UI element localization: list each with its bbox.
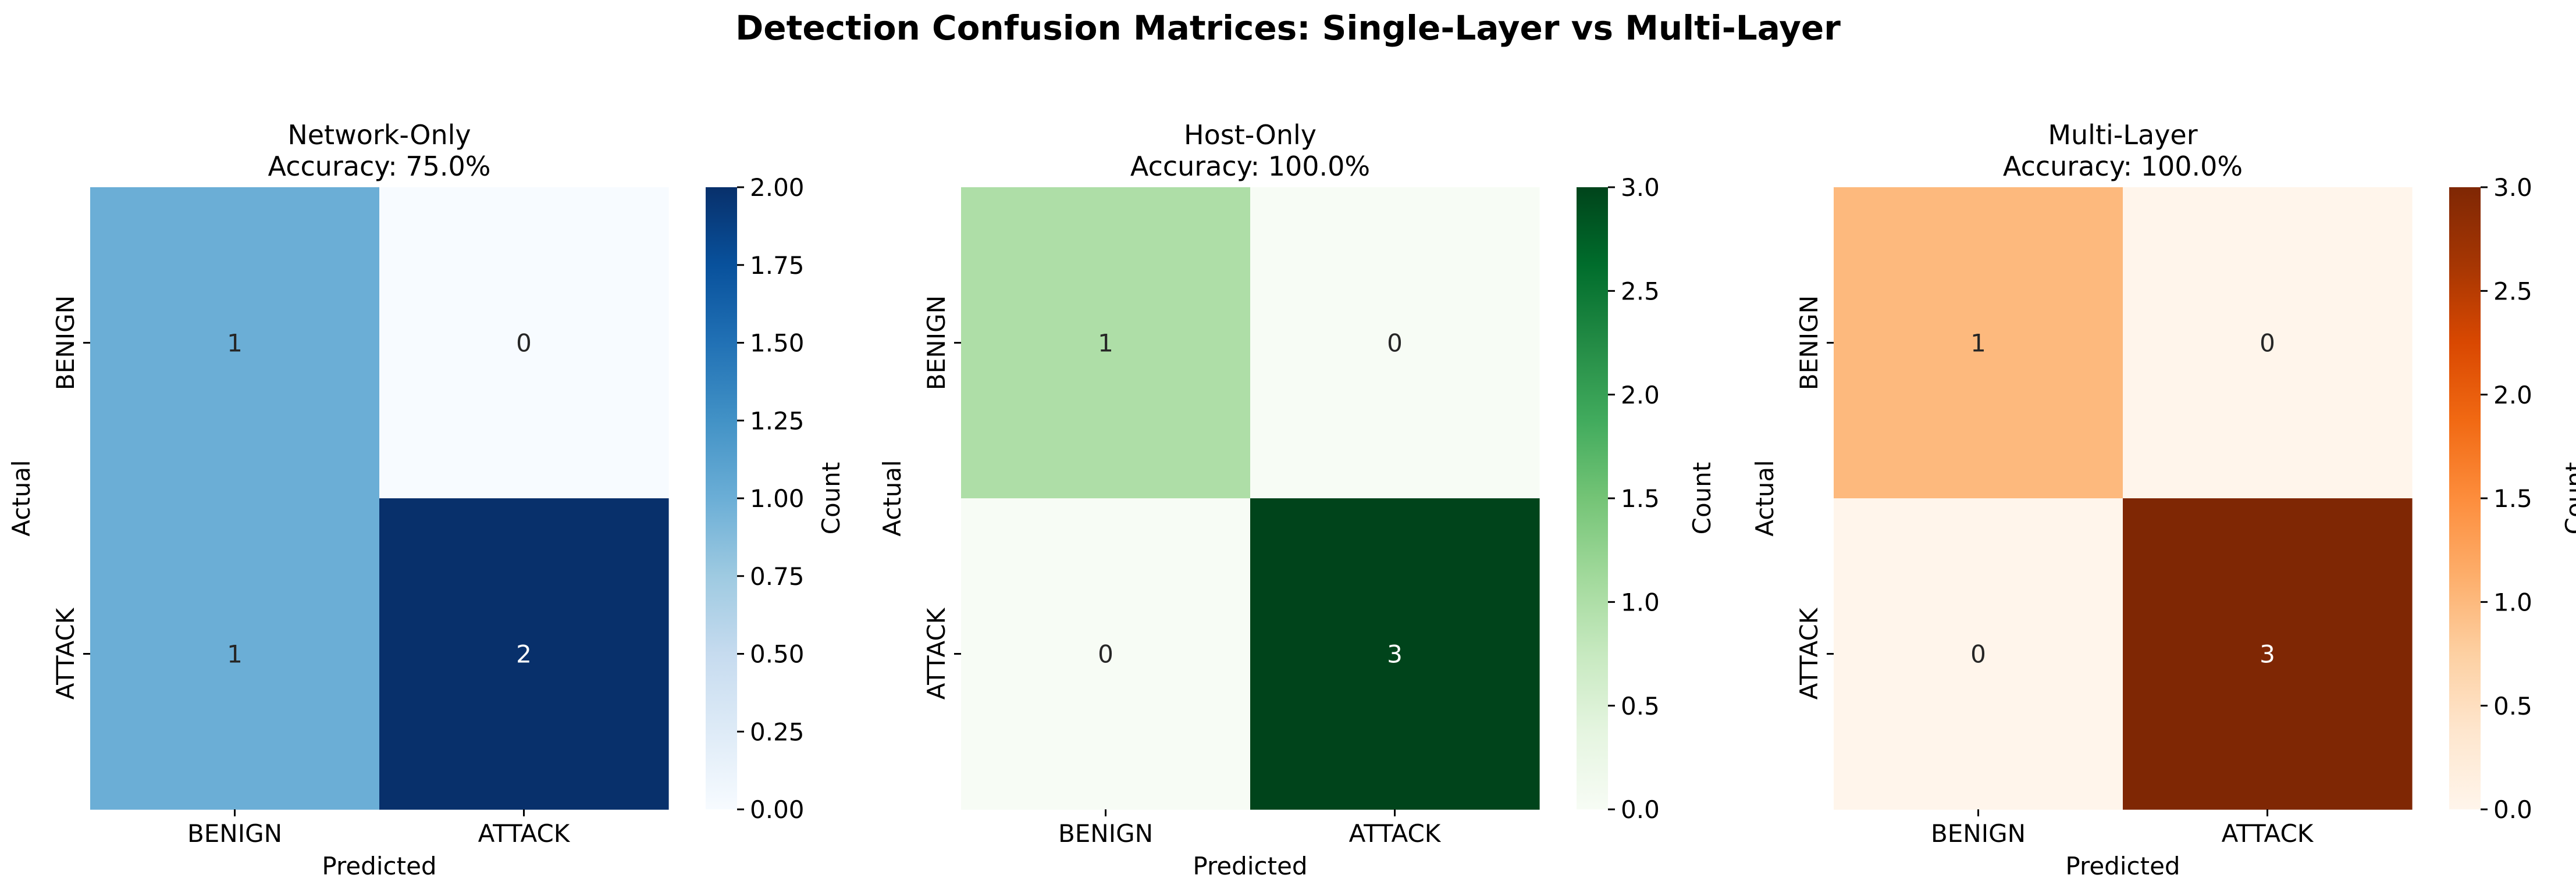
cell-value-label: 0 xyxy=(1970,640,1986,669)
heatmap-cell-benign-attack xyxy=(2123,187,2413,499)
colorbar-tick-label: 3.0 xyxy=(1621,173,1660,202)
colorbar-tick-label: 1.5 xyxy=(2493,484,2532,513)
heatmap-cell-benign-benign xyxy=(1834,187,2123,499)
panel-subtitle: Accuracy: 100.0% xyxy=(1130,151,1370,182)
colorbar-tick-label: 1.25 xyxy=(750,406,805,435)
colorbar-tick-label: 1.75 xyxy=(750,251,805,280)
heatmap-cell-benign-benign xyxy=(961,187,1251,499)
colorbar-tick-label: 2.0 xyxy=(1621,381,1660,409)
colorbar-tick-label: 0.0 xyxy=(1621,795,1660,824)
cell-value-label: 0 xyxy=(516,329,532,358)
cell-value-label: 1 xyxy=(227,329,243,358)
y-axis-label: Actual xyxy=(1750,460,1779,537)
cell-value-label: 1 xyxy=(1970,329,1986,358)
heatmap-cell-attack-benign xyxy=(1834,498,2123,810)
colorbar-tick-label: 2.5 xyxy=(2493,277,2532,305)
colorbar-label: Count xyxy=(2560,462,2576,535)
cell-value-label: 0 xyxy=(1098,640,1113,669)
panel-title: Multi-Layer xyxy=(2048,119,2197,151)
y-tick-label: ATTACK xyxy=(1795,607,1823,699)
x-axis-label: Predicted xyxy=(322,852,436,880)
y-axis-label: Actual xyxy=(878,460,906,537)
colorbar-tick-label: 1.50 xyxy=(750,329,805,358)
colorbar-tick-label: 0.5 xyxy=(1621,692,1660,720)
y-tick-label: BENIGN xyxy=(1795,295,1823,390)
x-axis-label: Predicted xyxy=(1193,852,1307,880)
x-tick-label: ATTACK xyxy=(2222,819,2314,848)
x-axis-label: Predicted xyxy=(2065,852,2180,880)
heatmap-cell-attack-benign xyxy=(961,498,1251,810)
heatmap-cell-attack-attack xyxy=(2123,498,2413,810)
y-tick-label: BENIGN xyxy=(51,295,80,390)
colorbar-tick-label: 0.0 xyxy=(2493,795,2532,824)
heatmap-cell-benign-benign xyxy=(90,187,380,499)
colorbar-tick-label: 0.25 xyxy=(750,717,805,746)
y-tick-label: BENIGN xyxy=(922,295,951,390)
colorbar-tick-label: 2.0 xyxy=(2493,381,2532,409)
colorbar-tick-label: 0.75 xyxy=(750,562,805,591)
x-tick-label: ATTACK xyxy=(1349,819,1442,848)
figure-title: Detection Confusion Matrices: Single-Lay… xyxy=(735,8,1841,48)
cell-value-label: 1 xyxy=(227,640,243,669)
colorbar-tick-label: 2.00 xyxy=(750,173,805,202)
x-tick-label: BENIGN xyxy=(187,819,282,848)
colorbar-tick-label: 0.5 xyxy=(2493,692,2532,720)
panel-title: Host-Only xyxy=(1184,119,1317,151)
cell-value-label: 0 xyxy=(1387,329,1403,358)
cell-value-label: 2 xyxy=(516,640,532,669)
colorbar-label: Count xyxy=(817,462,845,535)
cell-value-label: 3 xyxy=(2260,640,2275,669)
panel-title: Network-Only xyxy=(287,119,471,151)
colorbar-tick-label: 0.00 xyxy=(750,795,805,824)
heatmap-cell-attack-attack xyxy=(379,498,669,810)
heatmap-cell-benign-attack xyxy=(1250,187,1540,499)
colorbar xyxy=(1577,187,1608,809)
heatmap-cell-attack-benign xyxy=(90,498,380,810)
colorbar xyxy=(706,187,737,809)
cell-value-label: 0 xyxy=(2260,329,2275,358)
heatmap-cell-attack-attack xyxy=(1250,498,1540,810)
colorbar xyxy=(2449,187,2481,809)
cell-value-label: 3 xyxy=(1387,640,1403,669)
panel-subtitle: Accuracy: 100.0% xyxy=(2003,151,2243,182)
y-tick-label: ATTACK xyxy=(51,607,80,699)
panel-subtitle: Accuracy: 75.0% xyxy=(268,151,491,182)
colorbar-tick-label: 2.5 xyxy=(1621,277,1660,305)
colorbar-tick-label: 1.0 xyxy=(2493,588,2532,616)
heatmap-cell-benign-attack xyxy=(379,187,669,499)
y-tick-label: ATTACK xyxy=(922,607,951,699)
colorbar-tick-label: 1.00 xyxy=(750,484,805,513)
colorbar-tick-label: 3.0 xyxy=(2493,173,2532,202)
cell-value-label: 1 xyxy=(1098,329,1113,358)
colorbar-tick-label: 1.5 xyxy=(1621,484,1660,513)
colorbar-tick-label: 0.50 xyxy=(750,640,805,669)
x-tick-label: BENIGN xyxy=(1058,819,1153,848)
x-tick-label: BENIGN xyxy=(1931,819,2026,848)
y-axis-label: Actual xyxy=(7,460,35,537)
x-tick-label: ATTACK xyxy=(478,819,571,848)
colorbar-tick-label: 1.0 xyxy=(1621,588,1660,616)
colorbar-label: Count xyxy=(1688,462,1716,535)
